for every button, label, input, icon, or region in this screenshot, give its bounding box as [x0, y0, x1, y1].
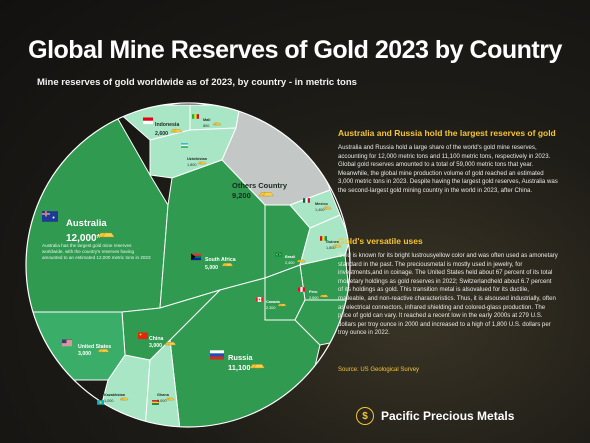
ghana-gold-bar-icon [165, 397, 175, 401]
mali-label: Mali [203, 118, 210, 122]
dollar-coin-icon: $ [356, 407, 374, 425]
united-states-flag-icon [62, 339, 72, 347]
mexico-flag-icon [303, 198, 310, 203]
others-country-value: 9,200 [232, 191, 251, 200]
indonesia-flag-icon [143, 117, 153, 125]
brand-name: Pacific Precious Metals [381, 409, 515, 423]
mexico-value: 1,400 [315, 208, 325, 212]
peru-gold-bar-icon [319, 294, 329, 298]
ghana-flag-icon [152, 400, 159, 405]
peru-label: Peru [309, 290, 318, 294]
kazakhstan-value: 1,000 [104, 399, 114, 403]
russia-value: 11,100 [228, 363, 251, 372]
canada-gold-bar-icon [277, 303, 287, 307]
china-value: 3,000 [149, 343, 162, 349]
south-africa-gold-bar-icon [221, 263, 234, 267]
australia-value: 12,000* [66, 233, 101, 244]
russia-gold-bar-icon [249, 364, 265, 369]
china-label: China [149, 336, 164, 342]
russia-flag-icon [210, 350, 224, 360]
mali-value: 800 [203, 124, 209, 128]
australia-flag-icon [42, 211, 58, 222]
south-africa-flag-icon [191, 253, 201, 261]
brazil-flag-icon [275, 252, 282, 257]
mali-gold-bar-icon [212, 122, 222, 126]
panel-heading: Gold's versatile uses [338, 236, 423, 246]
panel-body: Australia and Russia hold a large share … [338, 144, 558, 194]
indonesia-gold-bar-icon [170, 129, 183, 133]
brand-logo: $ Pacific Precious Metals [356, 407, 514, 425]
panel-heading: Australia and Russia hold the largest re… [338, 128, 556, 138]
page-subtitle: Mine reserves of gold worldwide as of 20… [37, 77, 357, 88]
canada-value: 2,300 [266, 306, 276, 310]
united-states-gold-bar-icon [97, 349, 110, 353]
mexico-label: Mexico [315, 202, 329, 206]
china-flag-icon [138, 332, 148, 340]
australia-gold-bar-icon [97, 232, 115, 238]
info-panel-uses: Gold's versatile uses Gold is known for … [338, 236, 558, 338]
brazil-label: Brazil [285, 255, 295, 259]
ghana-value: 1,000 [157, 399, 167, 403]
uzbekistan-label: Uzbekistan [187, 157, 208, 161]
page-title: Global Mine Reserves of Gold 2023 by Cou… [28, 36, 562, 64]
uzbekistan-value: 1,800 [187, 163, 197, 167]
south-africa-value: 5,000 [205, 265, 218, 271]
guinea-gold-bar-icon [332, 244, 342, 248]
ghana-label: Ghana [157, 393, 170, 397]
indonesia-label: Indonesia [155, 122, 179, 128]
united-states-value: 3,000 [78, 351, 91, 357]
australia-cell [26, 104, 169, 313]
canada-flag-icon [256, 297, 263, 302]
kazakhstan-label: Kazakhstan [104, 393, 126, 397]
peru-flag-icon [298, 287, 305, 292]
kazakhstan-flag-icon [97, 400, 104, 405]
brazil-gold-bar-icon [296, 259, 306, 263]
guinea-flag-icon [320, 236, 327, 241]
mali-flag-icon [192, 114, 199, 119]
australia-annotation: Australia has the largest gold mine rese… [42, 243, 151, 260]
brazil-value: 2,400 [285, 261, 295, 265]
others-country-label: Others Country [232, 181, 288, 190]
uzbekistan-gold-bar-icon [197, 161, 207, 165]
united-states-label: United States [78, 344, 111, 350]
mexico-gold-bar-icon [322, 206, 332, 210]
guinea-value: 1,800 [326, 246, 336, 250]
source-note: Source: US Geological Survey [338, 367, 420, 373]
others-country-gold-bar-icon [258, 192, 274, 197]
panel-body: Gold is known for its bright lustrousyel… [338, 252, 558, 337]
kazakhstan-gold-bar-icon [119, 397, 129, 401]
info-panel-reserves: Australia and Russia hold the largest re… [338, 128, 558, 196]
ghana-cell [144, 338, 181, 427]
south-africa-label: South Africa [205, 257, 236, 263]
china-gold-bar-icon [164, 342, 177, 346]
indonesia-value: 2,600 [155, 131, 168, 137]
russia-label: Russia [228, 353, 253, 362]
australia-label: Australia [66, 218, 107, 229]
guinea-label: Guinea [326, 240, 340, 244]
canada-label: Canada [266, 300, 281, 304]
peru-value: 2,500 [309, 296, 319, 300]
uzbekistan-flag-icon [181, 143, 188, 148]
